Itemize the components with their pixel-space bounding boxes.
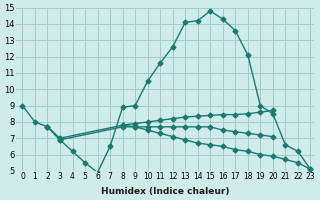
X-axis label: Humidex (Indice chaleur): Humidex (Indice chaleur) — [101, 187, 229, 196]
